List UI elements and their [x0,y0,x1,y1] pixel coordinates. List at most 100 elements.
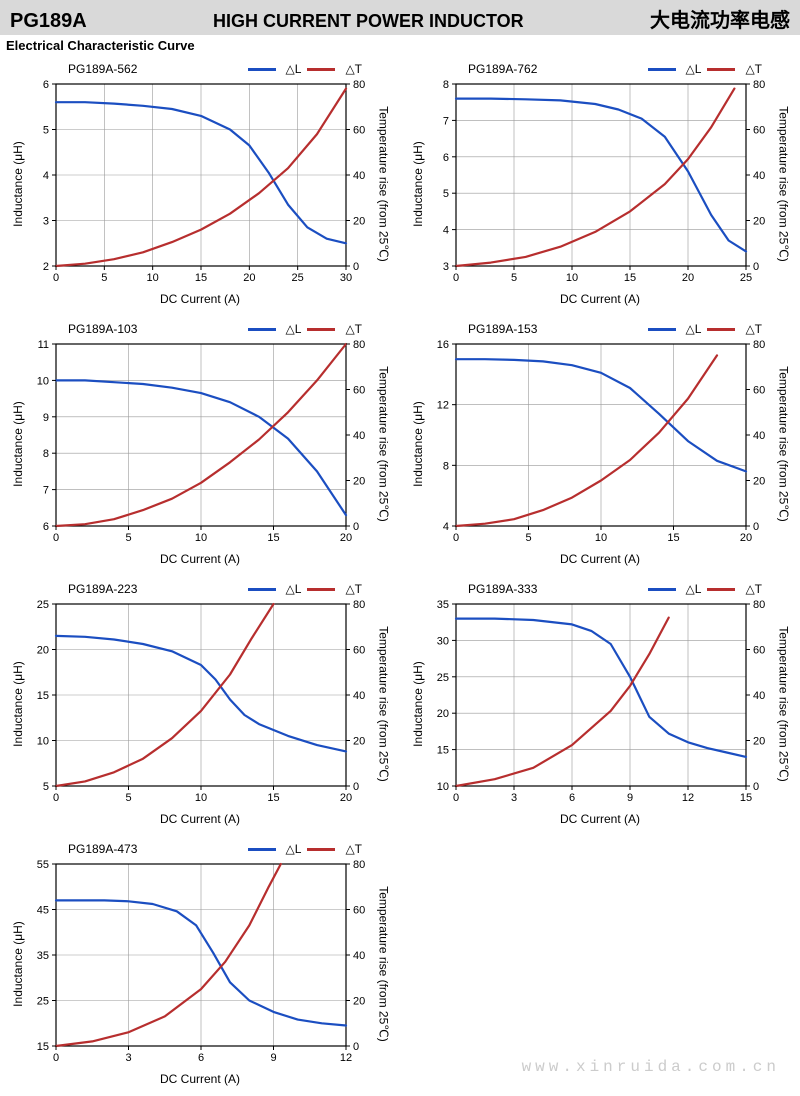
chart-svg: 0510152067891011020406080 [10,338,390,550]
svg-text:40: 40 [353,690,365,702]
svg-text:35: 35 [37,950,49,962]
svg-text:0: 0 [353,261,359,273]
legend-label-L: △L [286,582,302,596]
svg-text:5: 5 [443,188,449,200]
svg-text:6: 6 [43,79,49,91]
chart-cell: PG189A-333△L△T03691215101520253035020406… [400,576,800,836]
legend-label-L: △L [686,62,702,76]
svg-text:9: 9 [627,792,633,804]
svg-text:10: 10 [595,532,607,544]
svg-text:4: 4 [43,170,49,182]
chart-svg: 0510152025345678020406080 [410,78,790,290]
svg-text:5: 5 [525,532,531,544]
svg-text:8: 8 [43,448,49,460]
legend-swatch-T [307,588,335,591]
ylabel-left: Inductance (μH) [411,661,425,747]
xlabel: DC Current (A) [410,812,790,826]
svg-text:80: 80 [353,859,365,871]
svg-text:20: 20 [353,736,365,748]
xlabel: DC Current (A) [410,292,790,306]
legend-label-L: △L [686,582,702,596]
chart-grid: PG189A-562△L△T05101520253023456020406080… [0,56,800,1096]
chart-box: 05101520481216020406080Inductance (μH)Te… [410,338,790,550]
svg-text:0: 0 [353,1041,359,1053]
legend-swatch-L [648,328,676,331]
svg-text:20: 20 [340,532,352,544]
svg-text:0: 0 [453,792,459,804]
chart-box: 05101520253023456020406080Inductance (μH… [10,78,390,290]
svg-text:4: 4 [443,225,449,237]
chart-legend: PG189A-223△L△T [10,580,390,598]
svg-text:3: 3 [511,792,517,804]
svg-text:3: 3 [43,216,49,228]
chart-cell: PG189A-562△L△T05101520253023456020406080… [0,56,400,316]
svg-text:10: 10 [37,375,49,387]
svg-text:10: 10 [566,272,578,284]
legend-swatch-L [648,68,676,71]
svg-text:10: 10 [437,781,449,793]
ylabel-right: Temperature rise (from 25℃) [377,106,391,262]
chart-legend: PG189A-762△L△T [410,60,790,78]
svg-text:15: 15 [740,792,752,804]
svg-text:20: 20 [243,272,255,284]
svg-text:20: 20 [37,645,49,657]
title-en: HIGH CURRENT POWER INDUCTOR [117,11,620,32]
ylabel-left: Inductance (μH) [11,921,25,1007]
svg-text:0: 0 [53,272,59,284]
legend-label-T: △T [345,842,362,856]
chart-svg: 0369121525354555020406080 [10,858,390,1070]
title-bar: PG189A HIGH CURRENT POWER INDUCTOR 大电流功率… [0,0,800,35]
chart-title: PG189A-153 [410,322,642,336]
svg-text:0: 0 [353,521,359,533]
svg-text:25: 25 [37,996,49,1008]
svg-text:25: 25 [37,599,49,611]
ylabel-left: Inductance (μH) [411,401,425,487]
ylabel-left: Inductance (μH) [411,141,425,227]
svg-text:6: 6 [443,152,449,164]
svg-text:0: 0 [53,532,59,544]
title-zh: 大电流功率电感 [650,4,790,33]
chart-legend: PG189A-153△L△T [410,320,790,338]
svg-text:40: 40 [753,430,765,442]
svg-text:15: 15 [37,690,49,702]
ylabel-right: Temperature rise (from 25℃) [377,886,391,1042]
svg-text:5: 5 [125,792,131,804]
svg-text:5: 5 [101,272,107,284]
ylabel-right: Temperature rise (from 25℃) [777,106,791,262]
svg-text:12: 12 [340,1052,352,1064]
chart-legend: PG189A-473△L△T [10,840,390,858]
legend-swatch-T [707,328,735,331]
legend-swatch-L [648,588,676,591]
ylabel-right: Temperature rise (from 25℃) [777,366,791,522]
svg-text:20: 20 [753,476,765,488]
svg-text:5: 5 [125,532,131,544]
chart-box: 03691215101520253035020406080Inductance … [410,598,790,810]
svg-text:15: 15 [267,532,279,544]
chart-legend: PG189A-562△L△T [10,60,390,78]
svg-text:20: 20 [353,996,365,1008]
svg-text:0: 0 [53,1052,59,1064]
xlabel: DC Current (A) [10,1072,390,1086]
svg-text:60: 60 [353,905,365,917]
ylabel-right: Temperature rise (from 25℃) [777,626,791,782]
svg-text:45: 45 [37,905,49,917]
chart-cell: PG189A-473△L△T0369121525354555020406080I… [0,836,400,1096]
svg-text:35: 35 [437,599,449,611]
svg-text:0: 0 [753,781,759,793]
svg-text:80: 80 [353,79,365,91]
svg-text:40: 40 [753,170,765,182]
subtitle: Electrical Characteristic Curve [0,35,800,56]
legend-label-T: △T [345,322,362,336]
svg-text:10: 10 [195,792,207,804]
svg-text:0: 0 [353,781,359,793]
legend-swatch-T [307,328,335,331]
svg-text:0: 0 [753,261,759,273]
svg-text:6: 6 [569,792,575,804]
legend-swatch-T [707,588,735,591]
chart-box: 0369121525354555020406080Inductance (μH)… [10,858,390,1070]
svg-text:20: 20 [353,476,365,488]
xlabel: DC Current (A) [10,552,390,566]
page: PG189A HIGH CURRENT POWER INDUCTOR 大电流功率… [0,0,800,1096]
svg-text:60: 60 [753,645,765,657]
svg-text:15: 15 [624,272,636,284]
